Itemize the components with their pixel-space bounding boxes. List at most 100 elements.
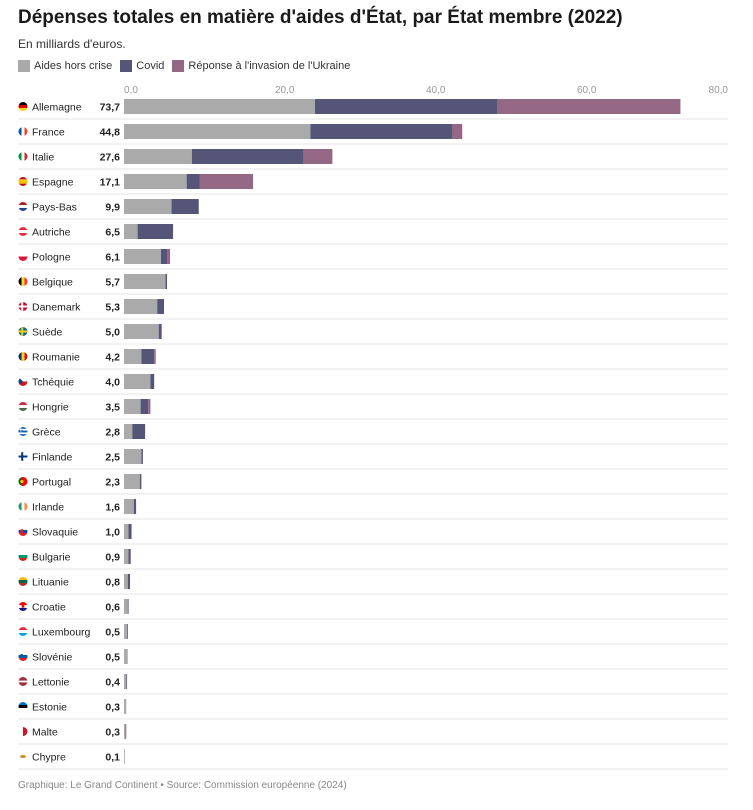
bar-segment-aides-hors-crise [124, 474, 140, 489]
country-label: Bulgarie [32, 552, 71, 564]
bar-segment-aides-hors-crise [124, 224, 138, 239]
bar-segment-ukraine [160, 324, 162, 339]
flag-lv-icon [18, 677, 28, 686]
legend-swatch-aides-hors-crise [18, 60, 30, 72]
bar-segment-aides-hors-crise [124, 624, 128, 639]
total-value-label: 0,5 [105, 627, 120, 639]
country-label: Pays-Bas [32, 202, 77, 214]
flag-ee-icon [18, 702, 28, 711]
bar-segment-ukraine [497, 99, 681, 114]
legend-swatch-covid [120, 60, 133, 72]
bar-segment-covid [157, 299, 165, 314]
bar-segment-ukraine [130, 549, 131, 564]
country-label: Autriche [32, 227, 71, 239]
flag-mt-icon [18, 727, 28, 736]
bar-segment-covid [132, 424, 146, 439]
bar-segment-aides-hors-crise [124, 349, 142, 364]
bar-segment-covid [310, 124, 453, 139]
flag-si-icon [18, 652, 28, 661]
total-value-label: 0,1 [105, 752, 120, 764]
bar-segment-ukraine [148, 399, 151, 414]
bar-segment-ukraine [167, 249, 171, 264]
bar-segment-aides-hors-crise [124, 524, 129, 539]
total-value-label: 17,1 [100, 177, 121, 189]
country-label: Suède [32, 327, 63, 339]
bar-segment-aides-hors-crise [124, 424, 133, 439]
total-value-label: 0,4 [105, 677, 120, 689]
bar-segment-ukraine [125, 724, 127, 739]
flag-be-icon [18, 277, 28, 286]
bar-segment-covid [126, 674, 128, 689]
bar-segment-covid [158, 324, 161, 339]
country-label: Estonie [32, 702, 67, 714]
flag-fi-icon [18, 452, 28, 461]
x-tick-label: 0,0 [124, 85, 138, 96]
bar-segment-aides-hors-crise [124, 374, 151, 389]
legend-label-covid: Covid [136, 60, 165, 72]
flag-dk-icon [18, 302, 28, 311]
bar-segment-covid [128, 524, 132, 539]
bar-segment-aides-hors-crise [124, 599, 128, 614]
flag-hu-icon [18, 402, 28, 411]
bar-segment-aides-hors-crise [124, 499, 134, 514]
x-tick-label: 80,0 [709, 85, 729, 96]
total-value-label: 6,5 [105, 227, 120, 239]
country-label: Roumanie [32, 352, 80, 364]
bar-segment-ukraine [303, 149, 333, 164]
country-label: Espagne [32, 177, 74, 189]
bar-segment-covid [171, 199, 199, 214]
bar-segment-aides-hors-crise [124, 449, 142, 464]
flag-nl-icon [18, 202, 28, 211]
bar-segment-covid [137, 224, 174, 239]
chart-subtitle: En milliards d'euros. [18, 37, 126, 51]
bar-segment-aides-hors-crise [124, 299, 158, 314]
bar-segment-aides-hors-crise [124, 649, 128, 664]
total-value-label: 2,3 [105, 477, 120, 489]
bar-segment-covid [141, 449, 143, 464]
bar-segment-covid [160, 249, 168, 264]
bar-segment-aides-hors-crise [124, 699, 127, 714]
country-label: France [32, 127, 65, 139]
country-label: Irlande [32, 502, 64, 514]
total-value-label: 0,9 [105, 552, 120, 564]
bar-segment-covid [165, 274, 168, 289]
country-label: Danemark [32, 302, 81, 314]
country-label: Allemagne [32, 102, 82, 114]
bar-segment-ukraine [154, 349, 156, 364]
bar-segment-aides-hors-crise [124, 549, 129, 564]
bar-segment-covid [127, 624, 128, 639]
total-value-label: 3,5 [105, 402, 120, 414]
bar-segment-aides-hors-crise [124, 174, 187, 189]
bar-segment-aides-hors-crise [124, 749, 125, 764]
flag-pt-icon [18, 477, 28, 486]
bar-segment-covid [128, 549, 131, 564]
legend-label-ukraine: Réponse à l'invasion de l'Ukraine [188, 60, 351, 72]
total-value-label: 5,3 [105, 302, 120, 314]
bar-segment-aides-hors-crise [124, 399, 141, 414]
legend: Aides hors crise Covid Réponse à l'invas… [18, 60, 350, 72]
total-value-label: 0,6 [105, 602, 120, 614]
bar-segment-aides-hors-crise [124, 574, 128, 589]
legend-label-aides-hors-crise: Aides hors crise [34, 60, 113, 72]
country-label: Slovénie [32, 652, 72, 664]
flag-es-icon [18, 177, 28, 186]
bar-chart: 0,0 20,0 40,0 60,0 80,0 Allemagne 73,7 France 44… [18, 85, 729, 770]
bar-segment-aides-hors-crise [124, 199, 172, 214]
flag-at-icon [18, 227, 28, 236]
total-value-label: 0,3 [105, 702, 120, 714]
bar-segment-covid [186, 174, 200, 189]
country-label: Finlande [32, 452, 72, 464]
flag-bg-icon [18, 552, 28, 561]
flag-sk-icon [18, 527, 28, 536]
bar-segment-covid [127, 599, 129, 614]
flag-hr-icon [18, 602, 28, 611]
flag-gr-icon [18, 427, 28, 436]
bar-segment-covid [141, 349, 155, 364]
country-label: Lettonie [32, 677, 70, 689]
bar-segment-aides-hors-crise [124, 724, 126, 739]
bar-segment-aides-hors-crise [124, 124, 311, 139]
total-value-label: 2,8 [105, 427, 120, 439]
country-label: Croatie [32, 602, 66, 614]
country-label: Luxembourg [32, 627, 91, 639]
bar-segment-covid [150, 374, 155, 389]
